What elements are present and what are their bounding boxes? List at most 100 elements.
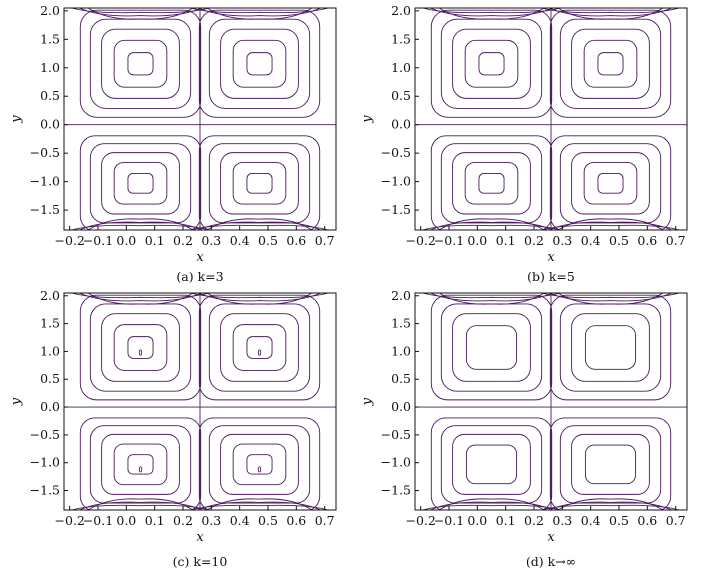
x-tick-label: 0.5 — [258, 233, 278, 248]
x-tick-label: 0.7 — [315, 513, 335, 528]
streamline — [597, 172, 624, 194]
y-tick-label: 1.0 — [391, 60, 411, 75]
streamline — [198, 9, 321, 118]
x-tick-label: 0.2 — [524, 513, 544, 528]
edge-streamline — [557, 498, 664, 510]
streamline — [113, 162, 168, 205]
streamline — [113, 39, 168, 88]
y-tick-label: −1.5 — [381, 483, 411, 498]
edge-streamline — [189, 293, 330, 299]
edge-streamline — [189, 224, 330, 230]
x-tick-label: −0.1 — [434, 233, 464, 248]
edge-streamline — [557, 8, 664, 20]
edge-streamline — [197, 293, 322, 302]
edge-streamline — [78, 501, 203, 510]
streamline — [79, 417, 202, 510]
vortex-3 — [430, 135, 553, 230]
y-tick-label: 1.0 — [391, 343, 411, 358]
streamline — [465, 325, 518, 370]
y-tick-label: 0.5 — [391, 371, 411, 386]
streamline — [583, 39, 638, 88]
x-tick-label: 0.5 — [258, 513, 278, 528]
y-tick-label: 2.0 — [391, 3, 411, 18]
edge-streamline — [429, 293, 554, 302]
streamline — [430, 9, 553, 118]
center-point — [138, 349, 143, 356]
caption-c: (c) k=10 — [173, 554, 228, 569]
x-axis-label: x — [196, 530, 204, 545]
x-tick-label: −0.1 — [434, 513, 464, 528]
edge-streamline — [206, 8, 313, 20]
x-tick-label: 0.1 — [145, 233, 165, 248]
streamline — [220, 433, 299, 495]
streamline — [440, 143, 543, 224]
streamline — [559, 143, 662, 224]
streamline — [584, 444, 637, 485]
y-tick-label: −0.5 — [30, 145, 60, 160]
y-tick-label: 0.5 — [391, 88, 411, 103]
streamline — [127, 336, 154, 359]
y-tick-label: 0.0 — [391, 399, 411, 414]
x-axis-label: x — [547, 530, 555, 545]
streamline — [549, 9, 672, 118]
y-tick-label: −1.5 — [30, 483, 60, 498]
y-axis-label: y — [360, 115, 375, 124]
x-tick-label: 0.1 — [496, 233, 516, 248]
streamline — [571, 152, 650, 215]
streamline — [440, 18, 543, 109]
vortex-4 — [198, 135, 321, 230]
streamline — [232, 443, 287, 486]
y-tick-label: 2.0 — [40, 288, 60, 303]
y-tick-label: 1.5 — [391, 31, 411, 46]
edge-streamline — [438, 293, 545, 305]
edge-streamline — [206, 218, 313, 230]
streamline — [549, 417, 672, 510]
streamline — [465, 444, 518, 485]
streamline — [101, 152, 180, 215]
x-tick-label: 0.2 — [524, 233, 544, 248]
streamline — [571, 313, 650, 382]
streamline — [113, 443, 168, 486]
edge-streamline — [189, 8, 330, 14]
streamline — [464, 162, 519, 205]
streamline — [208, 303, 311, 392]
streamline — [89, 425, 192, 504]
streamline — [246, 454, 273, 475]
streamline — [232, 39, 287, 88]
x-tick-label: 0.1 — [145, 513, 165, 528]
streamline — [246, 336, 273, 359]
vortex-4 — [198, 417, 321, 510]
y-tick-label: 0.5 — [40, 88, 60, 103]
edge-streamline — [78, 293, 203, 302]
streamline — [559, 18, 662, 109]
x-tick-label: 0.3 — [552, 513, 572, 528]
edge-streamline — [438, 218, 545, 230]
edge-streamline — [548, 221, 673, 230]
streamline — [452, 433, 531, 495]
streamline — [198, 135, 321, 230]
streamline — [232, 324, 287, 371]
y-tick-label: −1.0 — [381, 455, 411, 470]
plot-frame — [63, 7, 337, 231]
vortex-1 — [430, 294, 553, 401]
edge-streamline — [197, 221, 322, 230]
x-tick-label: 0.2 — [173, 513, 193, 528]
panel-d: (d) k→∞ −0.2−0.1 0.0 0.1 0.2 0.3 0.4 0.5 0.6 0.7… — [360, 288, 688, 569]
edge-streamline — [87, 293, 194, 305]
streamline — [89, 143, 192, 224]
streamline — [549, 294, 672, 401]
x-tick-label: −0.2 — [54, 233, 84, 248]
streamline — [127, 52, 154, 76]
streamline — [220, 28, 299, 99]
streamline — [113, 324, 168, 371]
y-tick-label: −1.0 — [30, 455, 60, 470]
edge-streamline — [438, 498, 545, 510]
x-tick-label: 0.4 — [581, 513, 601, 528]
streamline — [430, 135, 553, 230]
x-tick-label: 0.4 — [581, 233, 601, 248]
y-tick-label: −1.0 — [381, 174, 411, 189]
y-tick-label: −0.5 — [30, 427, 60, 442]
vortex-1 — [430, 9, 553, 118]
